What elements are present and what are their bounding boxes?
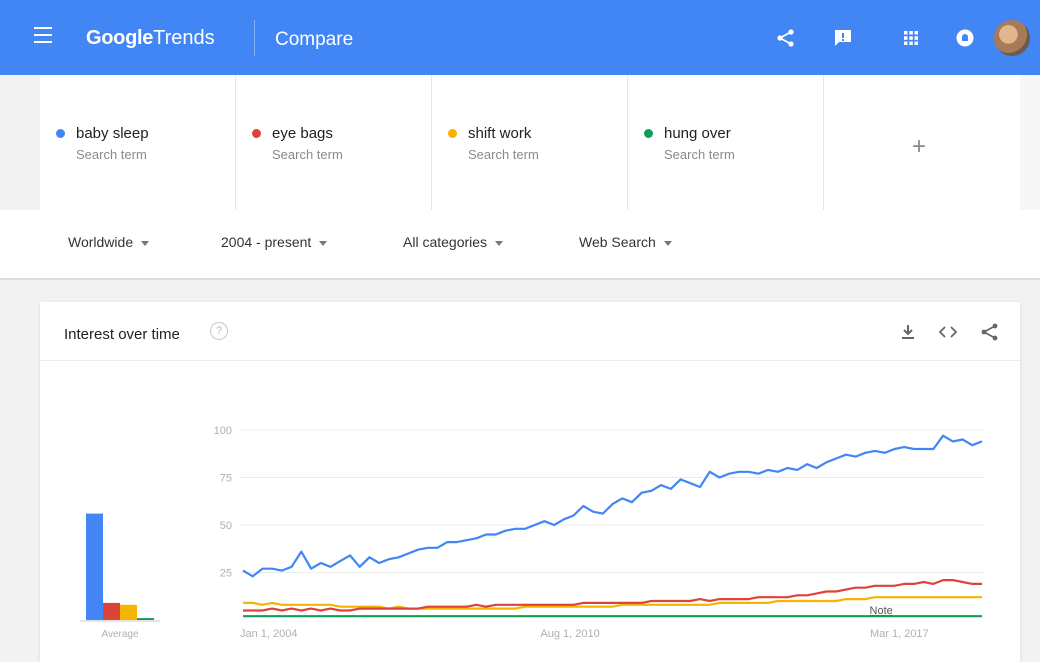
x-tick-label: Aug 1, 2010 [540, 628, 599, 640]
term-name: shift work [468, 125, 532, 142]
search-terms-bar: baby sleep Search term eye bags Search t… [40, 75, 1020, 210]
average-bar [103, 602, 120, 620]
y-tick-label: 100 [214, 425, 232, 437]
caret-down-icon [495, 240, 504, 246]
series-color-dot [644, 129, 653, 138]
term-subtitle: Search term [468, 147, 539, 162]
caret-down-icon [663, 240, 672, 246]
card-title: Interest over time [64, 326, 180, 343]
search-term-4[interactable]: hung over Search term [628, 75, 824, 210]
search-type-label: Web Search [579, 234, 656, 250]
term-name: baby sleep [76, 125, 149, 142]
y-tick-label: 50 [220, 520, 232, 532]
term-subtitle: Search term [76, 147, 147, 162]
search-term-2[interactable]: eye bags Search term [236, 75, 432, 210]
share-icon[interactable] [776, 28, 796, 48]
download-icon[interactable] [898, 322, 918, 342]
interest-over-time-card: Interest over time ? 25 50 75 100 Jan 1, 200… [40, 302, 1020, 662]
notifications-icon[interactable] [955, 28, 975, 48]
region-label: Worldwide [68, 234, 134, 250]
average-bar [120, 604, 137, 620]
average-bar [86, 513, 103, 620]
series-color-dot [56, 129, 65, 138]
time-range-label: 2004 - present [221, 234, 312, 250]
header-divider [254, 20, 255, 56]
search-term-3[interactable]: shift work Search term [432, 75, 628, 210]
app-header: GoogleTrends Compare [0, 0, 1040, 75]
apps-icon[interactable] [901, 28, 921, 48]
help-icon[interactable]: ? [210, 322, 228, 340]
brand-google: Google [86, 27, 154, 49]
term-name: hung over [664, 125, 731, 142]
term-name: eye bags [272, 125, 333, 142]
feedback-icon[interactable] [833, 28, 853, 48]
terms-scroll-edge [1020, 75, 1040, 210]
avatar[interactable] [994, 20, 1030, 56]
page-title: Compare [275, 29, 354, 50]
interest-chart: 25 50 75 100 Jan 1, 2004 Aug 1, 2010 Mar 1, 20… [80, 425, 985, 640]
embed-icon[interactable] [938, 322, 958, 342]
brand-trends: Trends [153, 27, 215, 49]
category-dropdown[interactable]: All categories [403, 234, 504, 250]
add-comparison-button[interactable]: + [824, 75, 1020, 210]
average-label: Average [101, 629, 139, 640]
search-type-dropdown[interactable]: Web Search [579, 234, 672, 250]
caret-down-icon [141, 240, 150, 246]
card-divider [40, 360, 1020, 361]
plus-icon: + [912, 133, 927, 160]
category-label: All categories [403, 234, 488, 250]
y-tick-label: 75 [220, 473, 232, 485]
series-line [242, 434, 983, 578]
y-tick-label: 25 [220, 568, 232, 580]
term-subtitle: Search term [664, 147, 735, 162]
time-range-dropdown[interactable]: 2004 - present [221, 234, 328, 250]
average-bar [137, 618, 154, 620]
series-color-dot [448, 129, 457, 138]
note-label: Note [870, 605, 893, 617]
series-line [243, 579, 982, 612]
series-color-dot [252, 129, 261, 138]
menu-icon[interactable] [34, 27, 52, 47]
share-icon[interactable] [980, 322, 1000, 342]
caret-down-icon [319, 240, 328, 246]
brand-logo[interactable]: GoogleTrends [86, 27, 215, 50]
filters-bar: Worldwide 2004 - present All categories … [0, 210, 1040, 280]
region-dropdown[interactable]: Worldwide [68, 234, 150, 250]
term-subtitle: Search term [272, 147, 343, 162]
x-tick-label: Jan 1, 2004 [240, 628, 298, 640]
search-term-1[interactable]: baby sleep Search term [40, 75, 236, 210]
x-tick-label: Mar 1, 2017 [870, 628, 929, 640]
series-line [243, 596, 982, 610]
